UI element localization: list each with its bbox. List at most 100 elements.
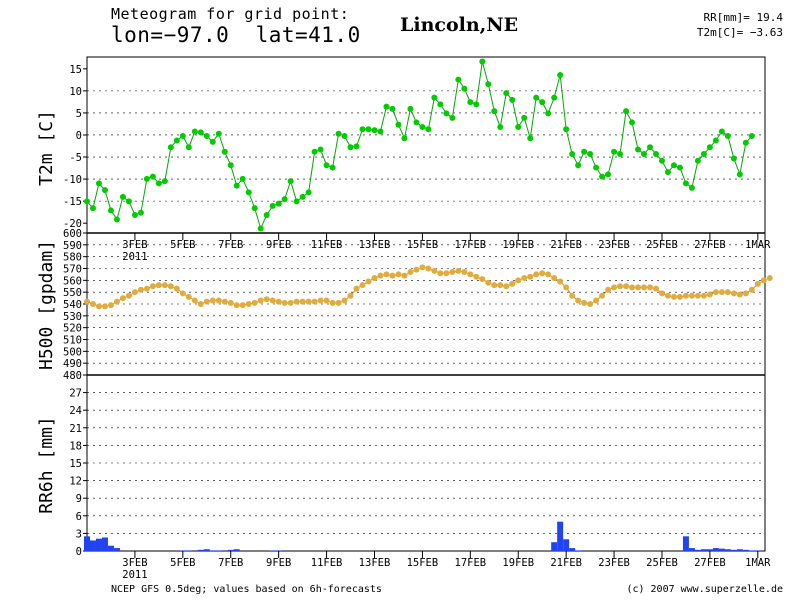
t2m-point (593, 164, 600, 171)
t2m-point (575, 162, 582, 169)
t2m-point (437, 101, 444, 108)
precip-bar (569, 548, 576, 551)
t2m-point (353, 143, 360, 150)
x-tick-label: 19FEB (502, 557, 534, 569)
precip-bar (233, 549, 240, 551)
t2m-point (299, 193, 306, 200)
t2m-point (341, 132, 348, 139)
h500-point (413, 266, 420, 273)
t2m-point (455, 76, 462, 83)
h500-point (521, 274, 528, 281)
h500-point (107, 302, 114, 309)
h500-point (389, 272, 396, 279)
t2m-point (599, 173, 606, 180)
h500-point (239, 302, 246, 309)
precip-bar (101, 537, 108, 551)
h500-point (581, 299, 588, 306)
x-tick-label: 7FEB (218, 557, 243, 569)
t2m-point (521, 114, 528, 121)
year-label: 2011 (122, 569, 147, 581)
t2m-point (221, 148, 228, 155)
precip-bar (575, 550, 582, 551)
t2m-point (149, 173, 156, 180)
t2m-point (215, 130, 222, 137)
h500-point (131, 289, 138, 296)
h500-point (365, 278, 372, 285)
h500-point (209, 297, 216, 304)
x-tick-label: 23FEB (598, 557, 630, 569)
x-tick-label: 27FEB (694, 239, 726, 251)
t2m-point (137, 209, 144, 216)
h500-point (593, 297, 600, 304)
h500-point (395, 271, 402, 278)
h500-point (611, 284, 618, 291)
t2m-point (305, 189, 312, 196)
y-tick-label: 590 (63, 240, 82, 252)
h500-point (377, 272, 384, 279)
h500-point (329, 299, 336, 306)
x-tick-label: 19FEB (502, 239, 534, 251)
h500-point (766, 274, 773, 281)
t2m-point (131, 211, 138, 218)
t2m-point (748, 132, 755, 139)
t2m-point (185, 144, 192, 151)
y-tick-label: 520 (63, 323, 82, 335)
h500-point (712, 289, 719, 296)
x-tick-label: 1MAR (745, 239, 771, 251)
t2m-point (527, 135, 534, 142)
y-tick-label: 12 (69, 476, 82, 488)
h500-point (203, 298, 210, 305)
h500-point (635, 284, 642, 291)
x-tick-label: 13FEB (359, 557, 391, 569)
h500-point (629, 284, 636, 291)
t2m-point (503, 90, 510, 97)
y-tick-label: 3 (76, 528, 82, 540)
t2m-series-line (86, 61, 753, 230)
t2m-point (563, 126, 570, 133)
t2m-point (293, 198, 300, 205)
x-tick-label: 11FEB (311, 239, 343, 251)
t2m-point (670, 162, 677, 169)
h500-point (251, 299, 258, 306)
t2m-point (617, 151, 624, 158)
h500-point (155, 282, 162, 289)
t2m-point (233, 182, 240, 189)
h500-point (407, 269, 414, 276)
precip-bar (724, 549, 731, 551)
h500-point (449, 269, 456, 276)
x-tick-label: 3FEB (122, 557, 147, 569)
t2m-point (682, 180, 689, 187)
t2m-axis-label: T2m [C] (36, 110, 57, 186)
t2m-point (706, 144, 713, 151)
h500-point (287, 299, 294, 306)
h500-point (658, 290, 665, 297)
t2m-point (652, 151, 659, 158)
time-axis: 3FEB 3FEB 5FEB 5FEB 7FEB 7FEB 9FEB 9FEB 11FEB 11F… (122, 233, 771, 581)
h500-point (754, 280, 761, 287)
h500-point (748, 286, 755, 293)
t2m-point (461, 85, 468, 92)
h500-point (730, 290, 737, 297)
h500-point (545, 271, 552, 278)
t2m-point (539, 99, 546, 106)
x-tick-label: 9FEB (266, 239, 291, 251)
t2m-point (425, 126, 432, 133)
t2m-point (431, 94, 438, 101)
precip-bar (682, 536, 689, 551)
h500-point (84, 298, 90, 305)
precip-bar (95, 538, 102, 551)
t2m-point (557, 72, 564, 79)
h500-point (383, 271, 390, 278)
h500-point (485, 279, 492, 286)
h500-point (706, 291, 713, 298)
t2m-point (485, 81, 492, 88)
t2m-point (629, 119, 636, 126)
precip-bar (718, 548, 725, 551)
y-tick-label: 500 (63, 346, 82, 358)
x-tick-label: 13FEB (359, 239, 391, 251)
h500-point (760, 277, 767, 284)
t2m-point (317, 146, 324, 153)
h500-point (688, 292, 695, 299)
x-tick-label: 5FEB (170, 557, 195, 569)
